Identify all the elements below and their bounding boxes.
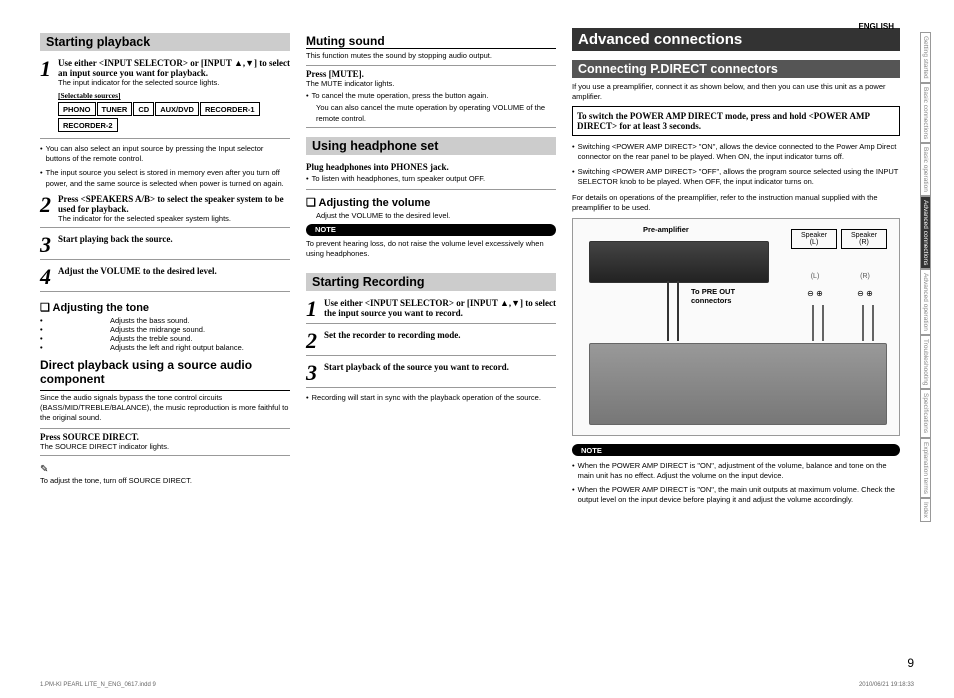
press-sd: Press SOURCE DIRECT.: [40, 432, 290, 442]
side-tab[interactable]: Explanation terms: [920, 438, 931, 498]
rec-step-1: 1 Use either <INPUT SELECTOR> or [INPUT …: [306, 298, 556, 324]
step-text: Press <SPEAKERS A/B> to select the speak…: [58, 194, 290, 214]
side-tab[interactable]: Getting started: [920, 32, 931, 83]
rec-note: Recording will start in sync with the pl…: [306, 393, 556, 403]
rec-step-3: 3 Start playback of the source you want …: [306, 362, 556, 388]
hdr-pdirect: Connecting P.DIRECT connectors: [572, 60, 900, 78]
step-text: Adjust the VOLUME to the desired level.: [58, 266, 290, 276]
step-num: 3: [40, 234, 58, 256]
step-text: Use either <INPUT SELECTOR> or [INPUT ▲,…: [58, 58, 290, 78]
source-box: RECORDER-2: [58, 118, 118, 132]
step-text: Use either <INPUT SELECTOR> or [INPUT ▲,…: [324, 298, 556, 318]
press-sd-sub: The SOURCE DIRECT indicator lights.: [40, 442, 290, 452]
mute-b2: To cancel the mute operation, press the …: [306, 91, 556, 101]
footer-right: 2010/06/21 19:18:33: [859, 682, 914, 688]
source-box: PHONO: [58, 102, 96, 116]
pd-box: To switch the POWER AMP DIRECT mode, pre…: [572, 106, 900, 136]
note-b1: When the POWER AMP DIRECT is "ON", adjus…: [572, 461, 900, 481]
source-box: RECORDER-1: [200, 102, 260, 116]
column-2: Muting sound This function mutes the sou…: [306, 28, 556, 626]
step-2: 2 Press <SPEAKERS A/B> to select the spe…: [40, 194, 290, 228]
source-box: TUNER: [97, 102, 133, 116]
pd-p2: For details on operations of the preampl…: [572, 193, 900, 213]
src-row-2: RECORDER-2: [58, 118, 290, 132]
note-badge: NOTE: [306, 224, 556, 236]
hdr-headphone: Using headphone set: [306, 137, 556, 155]
tone-row: • Adjusts the bass sound.: [40, 316, 290, 325]
page-number: 9: [907, 656, 914, 670]
tone-row: • Adjusts the left and right output bala…: [40, 343, 290, 352]
side-tab[interactable]: Basic operation: [920, 143, 931, 196]
pencil-icon: ✎: [40, 464, 290, 475]
tone-row: • Adjusts the treble sound.: [40, 334, 290, 343]
hdr-muting: Muting sound: [306, 34, 556, 49]
side-tab[interactable]: Advanced operation: [920, 269, 931, 335]
source-box: CD: [133, 102, 154, 116]
note-b2: When the POWER AMP DIRECT is "ON", the m…: [572, 485, 900, 505]
step-text: Start playback of the source you want to…: [324, 362, 556, 372]
step-3: 3 Start playing back the source.: [40, 234, 290, 260]
adj-vol-hdr: ❏ Adjusting the volume: [306, 196, 556, 209]
side-tab[interactable]: Specifications: [920, 389, 931, 437]
preamp-label: Pre-amplifier: [643, 225, 689, 234]
l-label: (L): [793, 273, 837, 280]
step-text: Set the recorder to recording mode.: [324, 330, 556, 340]
tone-table: • Adjusts the bass sound.• Adjusts the m…: [40, 316, 290, 352]
side-tab[interactable]: Troubleshooting: [920, 335, 931, 389]
preamp-box: [589, 241, 769, 283]
hdr-starting-playback: Starting playback: [40, 33, 290, 51]
step-num: 3: [306, 362, 324, 384]
selectable-label: [Selectable sources]: [58, 91, 121, 100]
pd-b1: Switching <POWER AMP DIRECT> "ON", allow…: [572, 142, 900, 162]
language-label: ENGLISH: [858, 22, 894, 31]
source-box: AUX/DVD: [155, 102, 199, 116]
step-num: 2: [40, 194, 58, 224]
note-badge-2: NOTE: [572, 444, 900, 456]
src-row-1: PHONOTUNERCDAUX/DVDRECORDER-1: [58, 102, 290, 116]
note-text: To prevent hearing loss, do not raise th…: [306, 239, 556, 259]
direct-text: Since the audio signals bypass the tone …: [40, 393, 290, 423]
side-tab[interactable]: Advanced connections: [920, 196, 931, 269]
cable-lines: [573, 281, 899, 351]
step-sub: The input indicator for the selected sou…: [58, 78, 290, 88]
step-num: 1: [306, 298, 324, 320]
r-label: (R): [843, 273, 887, 280]
connection-diagram: Pre-amplifier Speaker (L) Speaker (R) (L…: [572, 218, 900, 436]
step-num: 2: [306, 330, 324, 352]
speaker-r-box: Speaker (R): [841, 229, 887, 249]
side-tab[interactable]: Basic connections: [920, 83, 931, 143]
bullet: You can also select an input source by p…: [40, 144, 290, 164]
step-num: 1: [40, 58, 58, 135]
mute-b3: You can also cancel the mute operation b…: [316, 103, 556, 123]
step-num: 4: [40, 266, 58, 288]
pd-desc: If you use a preamplifier, connect it as…: [572, 82, 900, 102]
side-tabs: Getting startedBasic connectionsBasic op…: [920, 32, 934, 522]
rec-step-2: 2 Set the recorder to recording mode.: [306, 330, 556, 356]
step-4: 4 Adjust the VOLUME to the desired level…: [40, 266, 290, 292]
hdr-direct-playback: Direct playback using a source audio com…: [40, 358, 290, 386]
side-tab[interactable]: Index: [920, 498, 931, 522]
tone-hdr: ❏ Adjusting the tone: [40, 301, 290, 314]
column-1: Starting playback 1 Use either <INPUT SE…: [40, 28, 290, 626]
press-mute: Press [MUTE].: [306, 69, 556, 79]
speaker-l-box: Speaker (L): [791, 229, 837, 249]
step-sub: The indicator for the selected speaker s…: [58, 214, 290, 224]
tip: To adjust the tone, turn off SOURCE DIRE…: [40, 476, 290, 486]
plug: Plug headphones into PHONES jack.: [306, 162, 556, 172]
hdr-advanced: Advanced connections: [572, 28, 900, 51]
bullet: The input source you select is stored in…: [40, 168, 290, 188]
footer-left: 1.PM-KI PEARL LITE_N_ENG_0617.indd 9: [40, 682, 156, 688]
step-1: 1 Use either <INPUT SELECTOR> or [INPUT …: [40, 58, 290, 139]
column-3: Advanced connections Connecting P.DIRECT…: [572, 28, 900, 626]
adj-vol-t: Adjust the VOLUME to the desired level.: [316, 211, 556, 221]
hdr-recording: Starting Recording: [306, 273, 556, 291]
plug-b: To listen with headphones, turn speaker …: [306, 174, 556, 184]
tone-row: • Adjusts the midrange sound.: [40, 325, 290, 334]
mute-desc: This function mutes the sound by stoppin…: [306, 51, 556, 61]
step-text: Start playing back the source.: [58, 234, 290, 244]
mute-b1: The MUTE indicator lights.: [306, 79, 556, 89]
pd-b2: Switching <POWER AMP DIRECT> "OFF", allo…: [572, 167, 900, 187]
mainamp-box: [589, 343, 887, 425]
